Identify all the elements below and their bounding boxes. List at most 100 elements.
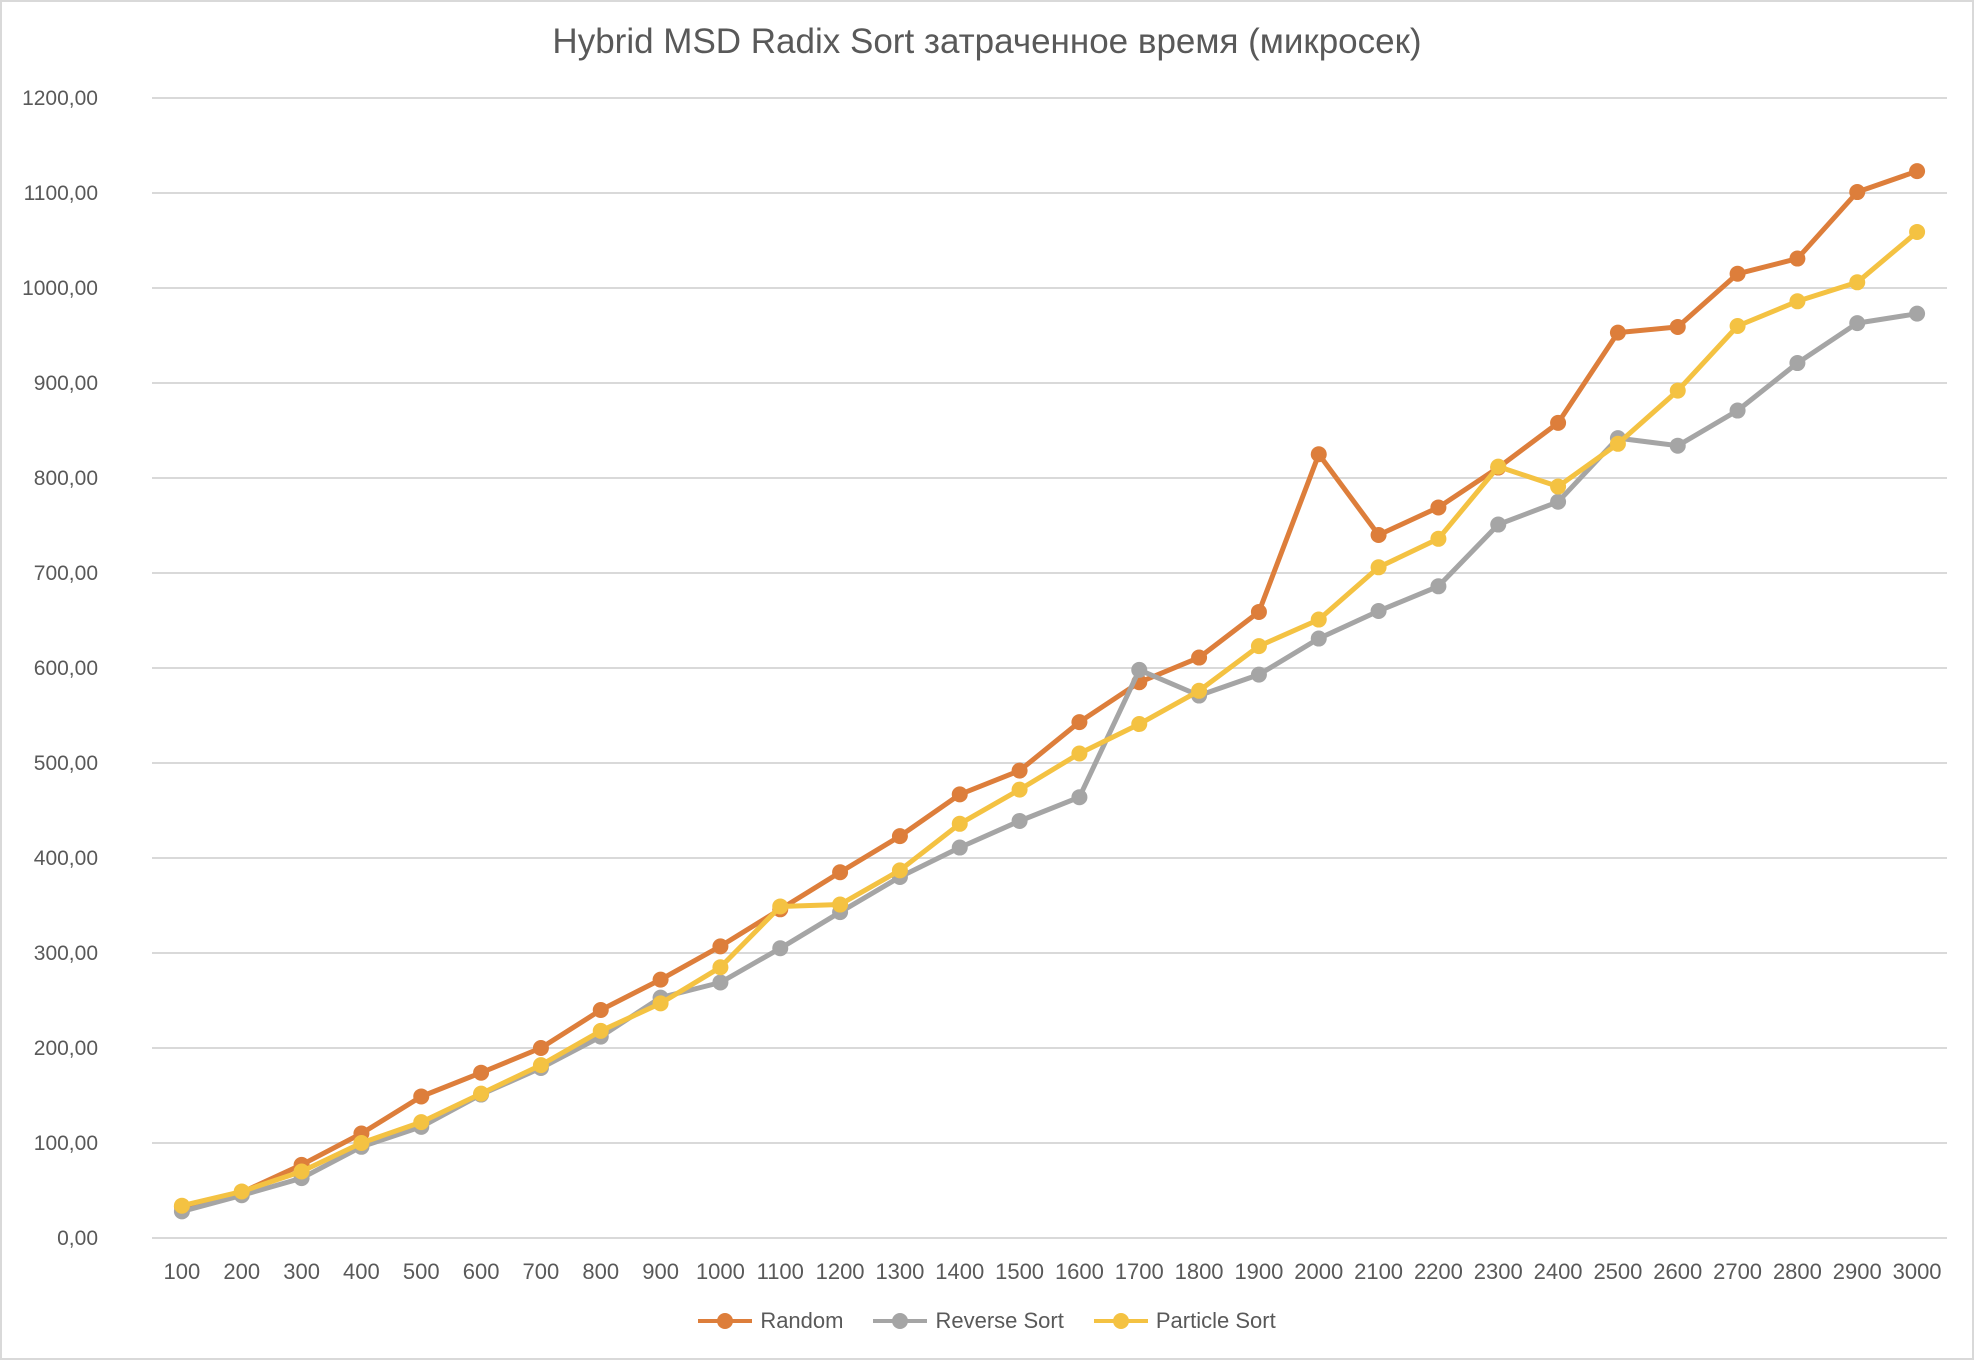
data-point-particle-sort[interactable] [712, 959, 729, 976]
data-point-particle-sort[interactable] [1011, 781, 1028, 798]
legend-swatch-random [698, 1309, 753, 1333]
y-tick-label: 500,00 [34, 752, 98, 775]
data-point-reverse-sort[interactable] [712, 974, 729, 991]
data-point-reverse-sort[interactable] [1430, 578, 1447, 595]
data-point-particle-sort[interactable] [413, 1114, 430, 1131]
legend-label-random: Random [760, 1308, 844, 1333]
data-point-particle-sort[interactable] [532, 1057, 549, 1074]
data-point-reverse-sort[interactable] [1250, 666, 1267, 683]
legend-swatch-reverse-sort [873, 1309, 928, 1333]
data-point-reverse-sort[interactable] [1370, 603, 1387, 619]
x-tick-label: 2300 [1474, 1259, 1523, 1284]
x-tick-label: 600 [463, 1259, 500, 1284]
data-point-particle-sort[interactable] [951, 815, 968, 832]
data-point-particle-sort[interactable] [1609, 435, 1626, 452]
data-point-reverse-sort[interactable] [1071, 789, 1088, 806]
data-point-random[interactable] [413, 1088, 430, 1105]
data-point-particle-sort[interactable] [1250, 638, 1267, 655]
data-point-random[interactable] [1370, 527, 1387, 543]
data-point-random[interactable] [1250, 603, 1267, 620]
data-point-random[interactable] [473, 1064, 490, 1081]
data-point-random[interactable] [592, 1002, 609, 1018]
data-point-random[interactable] [1071, 714, 1088, 731]
data-point-random[interactable] [532, 1040, 549, 1056]
data-point-random[interactable] [652, 971, 669, 988]
y-tick-label: 400,00 [34, 847, 98, 870]
data-point-random[interactable] [1310, 446, 1327, 463]
data-point-reverse-sort[interactable] [1310, 630, 1327, 647]
data-point-particle-sort[interactable] [1490, 458, 1507, 475]
legend-item-particle-sort[interactable]: Particle Sort [1093, 1308, 1276, 1334]
x-tick-label: 2600 [1653, 1259, 1702, 1284]
x-tick-label: 2500 [1593, 1259, 1642, 1284]
data-point-random[interactable] [712, 938, 729, 955]
x-tick-label: 1800 [1175, 1259, 1224, 1284]
data-point-particle-sort[interactable] [1370, 559, 1387, 576]
data-point-reverse-sort[interactable] [1490, 516, 1507, 533]
x-tick-label: 700 [523, 1259, 560, 1284]
data-point-particle-sort[interactable] [1669, 382, 1686, 399]
data-point-reverse-sort[interactable] [1011, 812, 1028, 829]
x-tick-label: 1200 [816, 1259, 865, 1284]
data-point-random[interactable] [1609, 324, 1626, 341]
data-point-random[interactable] [1789, 250, 1806, 267]
legend-item-reverse-sort[interactable]: Reverse Sort [873, 1308, 1064, 1334]
legend-label-particle-sort: Particle Sort [1155, 1308, 1276, 1333]
x-tick-label: 1100 [757, 1259, 804, 1284]
data-point-random[interactable] [1669, 318, 1686, 335]
data-point-random[interactable] [1909, 163, 1926, 180]
data-point-random[interactable] [1011, 762, 1028, 779]
y-tick-label: 700,00 [34, 562, 98, 585]
data-point-particle-sort[interactable] [173, 1197, 190, 1214]
data-point-random[interactable] [1729, 265, 1746, 282]
data-point-particle-sort[interactable] [1729, 318, 1746, 334]
data-point-particle-sort[interactable] [832, 896, 849, 913]
x-tick-label: 1700 [1115, 1259, 1164, 1284]
data-point-random[interactable] [832, 864, 849, 881]
data-point-reverse-sort[interactable] [1849, 315, 1866, 332]
data-point-random[interactable] [1191, 649, 1208, 666]
legend-item-random[interactable]: Random [698, 1308, 843, 1334]
data-point-reverse-sort[interactable] [1131, 661, 1148, 678]
data-point-reverse-sort[interactable] [1550, 493, 1567, 510]
data-point-reverse-sort[interactable] [1909, 305, 1926, 322]
data-point-reverse-sort[interactable] [1729, 402, 1746, 419]
data-point-particle-sort[interactable] [1550, 478, 1567, 495]
data-point-particle-sort[interactable] [1191, 682, 1208, 699]
y-tick-label: 1100,00 [24, 182, 98, 205]
data-point-particle-sort[interactable] [1789, 293, 1806, 310]
data-point-reverse-sort[interactable] [951, 839, 968, 856]
data-point-random[interactable] [951, 786, 968, 803]
data-point-particle-sort[interactable] [353, 1135, 370, 1151]
x-tick-label: 900 [642, 1259, 679, 1284]
data-point-particle-sort[interactable] [891, 862, 908, 879]
x-tick-label: 1600 [1055, 1259, 1104, 1284]
x-tick-label: 2900 [1833, 1259, 1882, 1284]
data-point-random[interactable] [1550, 414, 1567, 431]
data-point-particle-sort[interactable] [1909, 223, 1926, 240]
data-point-particle-sort[interactable] [233, 1183, 250, 1200]
x-tick-label: 3000 [1893, 1259, 1942, 1284]
data-point-reverse-sort[interactable] [772, 940, 789, 957]
data-point-particle-sort[interactable] [1849, 274, 1866, 291]
data-point-particle-sort[interactable] [772, 898, 789, 915]
data-point-particle-sort[interactable] [652, 995, 669, 1012]
data-point-random[interactable] [1430, 499, 1447, 516]
data-point-reverse-sort[interactable] [1789, 355, 1806, 372]
data-point-particle-sort[interactable] [473, 1085, 490, 1102]
x-tick-label: 1000 [696, 1259, 745, 1284]
series-particle-sort [173, 223, 1926, 1214]
data-point-random[interactable] [1849, 184, 1866, 201]
data-point-particle-sort[interactable] [1430, 530, 1447, 547]
data-point-random[interactable] [891, 828, 908, 845]
data-point-reverse-sort[interactable] [1669, 437, 1686, 454]
y-tick-label: 1200,00 [22, 87, 98, 110]
data-point-particle-sort[interactable] [592, 1022, 609, 1039]
data-point-particle-sort[interactable] [1071, 745, 1088, 762]
data-point-particle-sort[interactable] [1131, 716, 1148, 733]
y-tick-label: 1000,00 [22, 277, 98, 300]
data-point-particle-sort[interactable] [1310, 611, 1327, 628]
y-tick-label: 100,00 [34, 1132, 98, 1155]
data-point-particle-sort[interactable] [293, 1163, 310, 1180]
legend: Random Reverse Sort Particle Sort [0, 1308, 1974, 1334]
